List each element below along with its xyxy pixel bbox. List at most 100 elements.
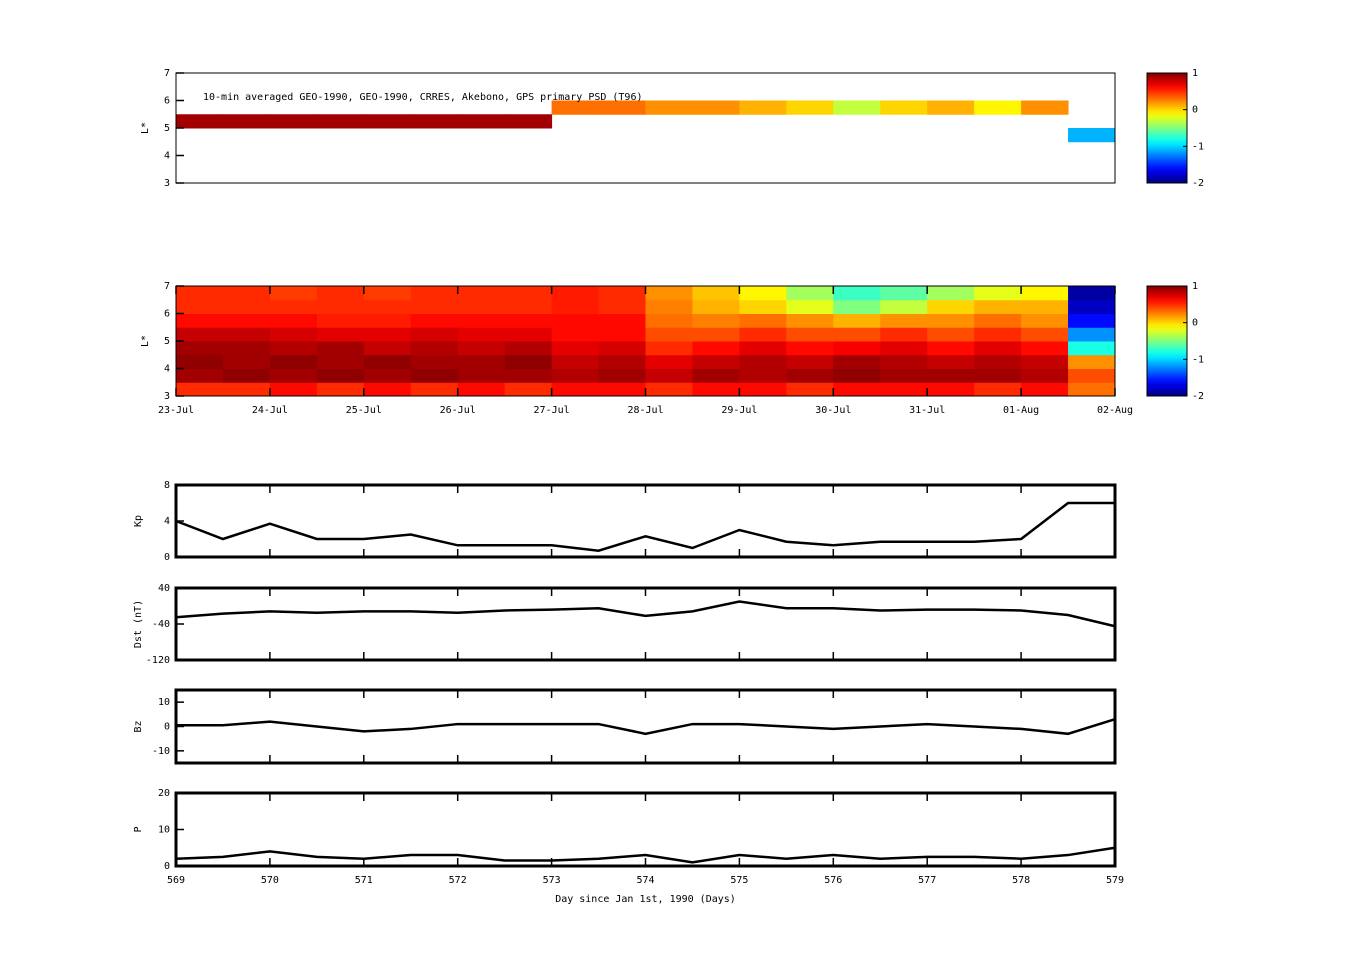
- heat-cell: [786, 299, 834, 314]
- heat-cell: [927, 286, 975, 301]
- annotation: 10-min averaged GEO-1990, GEO-1990, CRRE…: [203, 92, 643, 103]
- colorbar-tick-label: -2: [1192, 391, 1204, 402]
- heat-cell: [833, 354, 881, 369]
- x-tick-label: 574: [636, 875, 654, 886]
- heat-cell: [927, 100, 975, 115]
- heat-cell: [880, 313, 928, 328]
- x-tick-label: 24-Jul: [252, 405, 288, 416]
- heat-cell: [645, 354, 693, 369]
- heat-cell: [786, 327, 834, 342]
- y-tick-label: -120: [146, 655, 170, 666]
- y-tick-label: 6: [164, 96, 170, 107]
- heat-cell: [504, 382, 553, 397]
- heat-cell: [645, 299, 693, 314]
- y-axis-label: L*: [140, 122, 151, 134]
- heat-cell: [363, 313, 412, 328]
- heat-cell: [692, 341, 740, 356]
- heat-cell: [692, 368, 740, 383]
- heat-cell: [316, 354, 365, 369]
- heat-cell: [692, 327, 740, 342]
- heat-cell: [880, 354, 928, 369]
- heat-cell: [363, 327, 412, 342]
- heat-cell: [410, 299, 459, 314]
- x-axis-label: Day since Jan 1st, 1990 (Days): [555, 894, 736, 905]
- heat-cell: [1068, 327, 1116, 342]
- heat-cell: [645, 327, 693, 342]
- heat-cell: [457, 313, 506, 328]
- heat-cell: [551, 341, 600, 356]
- heat-cell: [176, 382, 224, 397]
- heat-cell: [222, 354, 271, 369]
- heat-cell: [645, 100, 693, 115]
- heat-cell: [1021, 299, 1069, 314]
- heat-cell: [880, 341, 928, 356]
- heat-cell: [410, 114, 459, 129]
- colorbar-tick-label: 1: [1192, 281, 1198, 292]
- heat-cell: [598, 341, 646, 356]
- heat-cell: [739, 327, 787, 342]
- x-tick-label: 26-Jul: [440, 405, 476, 416]
- heat-cell: [880, 382, 928, 397]
- heat-cell: [692, 299, 740, 314]
- heat-cell: [927, 327, 975, 342]
- heat-cell: [739, 354, 787, 369]
- heat-cell: [457, 341, 506, 356]
- heat-cell: [363, 354, 412, 369]
- heat-cell: [457, 114, 506, 129]
- heat-cell: [645, 368, 693, 383]
- heat-cell: [692, 286, 740, 301]
- heat-cell: [927, 313, 975, 328]
- heat-cell: [504, 286, 553, 301]
- heat-cell: [880, 299, 928, 314]
- heat-cell: [598, 368, 646, 383]
- heat-cell: [739, 368, 787, 383]
- heat-cell: [1021, 368, 1069, 383]
- heat-cell: [457, 327, 506, 342]
- heat-cell: [316, 327, 365, 342]
- heat-cell: [927, 368, 975, 383]
- heat-cell: [598, 299, 646, 314]
- y-tick-label: 5: [164, 123, 170, 134]
- heat-cell: [645, 341, 693, 356]
- heat-cell: [739, 382, 787, 397]
- heat-cell: [1021, 354, 1069, 369]
- heat-cell: [833, 313, 881, 328]
- heat-cell: [176, 299, 224, 314]
- heat-cell: [786, 286, 834, 301]
- x-tick-label: 571: [355, 875, 373, 886]
- heat-cell: [269, 299, 318, 314]
- data-line: [175, 846, 1116, 864]
- heat-cell: [645, 286, 693, 301]
- heat-cell: [786, 368, 834, 383]
- heat-cell: [880, 327, 928, 342]
- heat-cell: [363, 341, 412, 356]
- heat-cell: [363, 368, 412, 383]
- y-tick-label: -40: [152, 619, 170, 630]
- heat-cell: [833, 341, 881, 356]
- heat-cell: [504, 313, 553, 328]
- heat-cell: [786, 100, 834, 115]
- colorbar-tick-label: 1: [1192, 68, 1198, 79]
- heat-cell: [880, 286, 928, 301]
- heat-cell: [316, 341, 365, 356]
- heat-cell: [176, 354, 224, 369]
- heat-cell: [551, 299, 600, 314]
- data-line: [175, 600, 1116, 628]
- x-tick-label: 31-Jul: [909, 405, 945, 416]
- heat-cell: [598, 313, 646, 328]
- x-tick-label: 578: [1012, 875, 1030, 886]
- heat-cell: [363, 286, 412, 301]
- heat-cell: [504, 341, 553, 356]
- y-tick-label: 0: [164, 722, 170, 733]
- heat-cell: [551, 368, 600, 383]
- heat-cell: [974, 299, 1022, 314]
- x-tick-label: 30-Jul: [815, 405, 851, 416]
- y-tick-label: 40: [158, 583, 170, 594]
- heat-cell: [176, 327, 224, 342]
- y-axis-label: P: [133, 826, 144, 832]
- axes-frame: [174, 586, 1117, 662]
- colorbar-tick-label: 0: [1192, 318, 1198, 329]
- y-tick-label: 3: [164, 391, 170, 402]
- heat-cell: [598, 354, 646, 369]
